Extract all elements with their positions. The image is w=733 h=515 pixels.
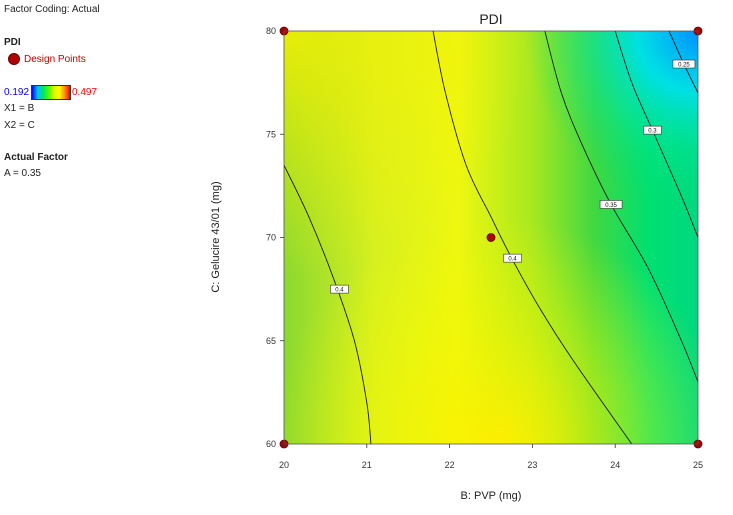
design-points-legend-label: Design Points	[24, 54, 86, 65]
scale-max-label: 0.497	[72, 87, 98, 98]
contour-line-0_4-1	[432, 30, 633, 445]
x-axis-ticks: 20 21 22 23 24 25	[279, 444, 703, 470]
contour-line-0_4-0	[283, 165, 372, 445]
contour-label-2: 0.35	[605, 203, 617, 209]
contour-label-0: 0.4	[335, 288, 344, 294]
y-tick-label-2: 70	[266, 233, 276, 243]
color-scale-bar	[31, 85, 71, 100]
x-tick-label-3: 23	[527, 460, 537, 470]
contour-labels: 0.4 0.4 0.35 0.3 0.25	[330, 59, 696, 294]
y-tick-label-3: 75	[266, 129, 276, 139]
x-tick-label-0: 20	[279, 460, 289, 470]
y-tick-label-0: 60	[266, 439, 276, 449]
contour-label-4: 0.25	[678, 63, 690, 69]
y-tick-label-1: 65	[266, 336, 276, 346]
actual-factor-title: Actual Factor	[4, 152, 68, 163]
x-tick-label-4: 24	[610, 460, 620, 470]
x1-mapping: X1 = B	[4, 103, 35, 114]
contour-label-box-1	[503, 253, 522, 263]
scale-min-label: 0.192	[4, 87, 30, 98]
contour-label-box-4	[672, 59, 696, 69]
chart-title: PDI	[479, 11, 502, 27]
y-axis-ticks: 60 65 70 75 80	[266, 26, 284, 449]
x-axis-label: B: PVP (mg)	[461, 490, 522, 502]
factor-coding-label: Factor Coding: Actual	[4, 4, 100, 15]
design-point-2	[486, 233, 496, 242]
x-tick-label-1: 21	[362, 460, 372, 470]
design-point-legend-icon	[8, 53, 20, 65]
contour-label-box-3	[643, 125, 662, 135]
actual-factor-value: A = 0.35	[4, 168, 41, 179]
x2-mapping: X2 = C	[4, 120, 35, 131]
y-axis-label: C: Gelucire 43/01 (mg)	[210, 181, 222, 292]
contour-label-1: 0.4	[508, 257, 517, 263]
x-tick-label-5: 25	[693, 460, 703, 470]
contour-label-3: 0.3	[648, 129, 657, 135]
response-title: PDI	[4, 37, 21, 48]
x-tick-label-2: 22	[445, 460, 455, 470]
contour-label-box-2	[599, 200, 623, 209]
y-tick-label-4: 80	[266, 26, 276, 36]
contour-label-box-0	[330, 284, 349, 294]
